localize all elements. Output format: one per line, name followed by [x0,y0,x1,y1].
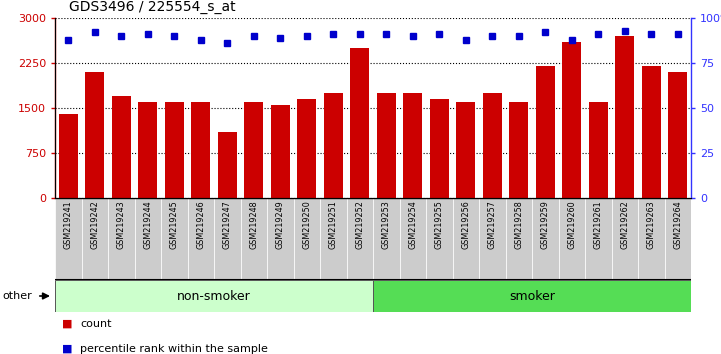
Bar [350,48,369,198]
Text: non-smoker: non-smoker [177,290,251,303]
Bar [399,198,426,280]
Bar [135,198,161,280]
Text: GSM219263: GSM219263 [647,200,656,249]
Text: GSM219244: GSM219244 [143,200,152,249]
Text: GSM219249: GSM219249 [275,200,285,249]
Bar [479,198,505,280]
Text: GSM219264: GSM219264 [673,200,682,249]
Text: GSM219252: GSM219252 [355,200,364,249]
Bar [298,99,316,198]
Bar [642,66,660,198]
Bar [244,102,263,198]
Text: ■: ■ [62,344,73,354]
Bar [616,36,634,198]
Text: GSM219259: GSM219259 [541,200,549,249]
Bar [218,132,236,198]
Bar [589,102,608,198]
Text: smoker: smoker [509,290,555,303]
Text: GSM219245: GSM219245 [169,200,179,249]
Text: GSM219255: GSM219255 [435,200,443,249]
Bar [668,72,687,198]
Bar [638,198,665,280]
Bar [532,198,559,280]
Text: other: other [2,291,32,301]
Bar [665,198,691,280]
Bar [505,198,532,280]
Text: GSM219256: GSM219256 [461,200,470,249]
Text: GSM219258: GSM219258 [514,200,523,249]
Bar [377,93,396,198]
Text: GSM219243: GSM219243 [117,200,125,249]
Bar [483,93,502,198]
Bar [559,198,585,280]
Bar [192,102,210,198]
Bar [59,114,78,198]
Bar [81,198,108,280]
Text: GSM219248: GSM219248 [249,200,258,249]
Bar [536,66,554,198]
Text: GSM219242: GSM219242 [90,200,99,249]
Bar [293,198,320,280]
Text: GSM219260: GSM219260 [567,200,576,249]
Text: GSM219247: GSM219247 [223,200,231,249]
Bar [426,198,453,280]
Bar [187,198,214,280]
Text: GDS3496 / 225554_s_at: GDS3496 / 225554_s_at [69,0,236,15]
Bar [112,96,131,198]
Text: ■: ■ [62,319,73,329]
Bar [456,102,475,198]
Bar [241,198,267,280]
Bar [55,280,373,312]
Text: GSM219254: GSM219254 [408,200,417,249]
Text: GSM219257: GSM219257 [487,200,497,249]
Bar [430,99,448,198]
Bar [320,198,347,280]
Bar [86,72,104,198]
Bar [214,198,241,280]
Bar [562,42,581,198]
Text: GSM219250: GSM219250 [302,200,311,249]
Bar [55,198,81,280]
Bar [138,102,157,198]
Bar [267,198,293,280]
Bar [324,93,342,198]
Text: count: count [80,319,112,329]
Bar [453,198,479,280]
Bar [161,198,187,280]
Bar [404,93,422,198]
Bar [585,198,611,280]
Text: GSM219251: GSM219251 [329,200,337,249]
Text: GSM219253: GSM219253 [381,200,391,249]
Bar [347,198,373,280]
Bar [373,280,691,312]
Text: GSM219261: GSM219261 [594,200,603,249]
Bar [108,198,135,280]
Text: GSM219241: GSM219241 [63,200,73,249]
Text: GSM219246: GSM219246 [196,200,205,249]
Text: GSM219262: GSM219262 [620,200,629,249]
Bar [611,198,638,280]
Bar [165,102,184,198]
Bar [373,198,399,280]
Bar [510,102,528,198]
Text: percentile rank within the sample: percentile rank within the sample [80,344,268,354]
Bar [271,105,290,198]
